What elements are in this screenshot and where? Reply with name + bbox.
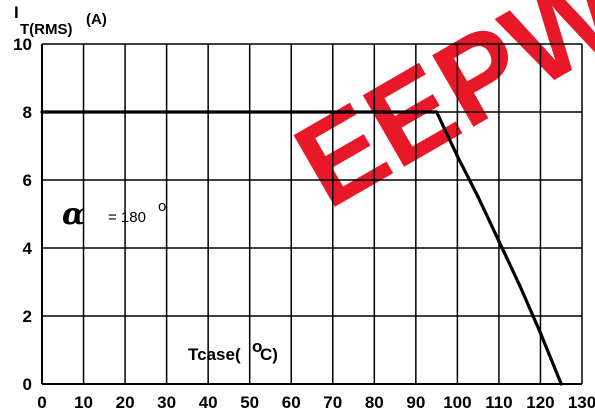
series-point bbox=[559, 382, 563, 386]
alpha-degree: o bbox=[158, 198, 166, 215]
x-tick-label: 90 bbox=[406, 393, 425, 412]
x-tick-label: 0 bbox=[37, 393, 46, 412]
watermark: EEPW bbox=[274, 0, 595, 233]
series-point bbox=[455, 154, 459, 158]
x-tick-label: 110 bbox=[485, 393, 512, 412]
series-point bbox=[40, 110, 44, 114]
series-point bbox=[497, 239, 501, 243]
series-point bbox=[476, 195, 480, 199]
series-group bbox=[40, 110, 563, 386]
x-axis-title-degree: o bbox=[252, 337, 262, 356]
alpha-value: = 180 bbox=[108, 209, 146, 226]
x-tick-label: 120 bbox=[526, 393, 554, 412]
y-tick-label: 6 bbox=[23, 171, 32, 190]
y-axis-title-sub: T(RMS) bbox=[20, 21, 73, 38]
y-axis-title-unit: (A) bbox=[86, 11, 107, 28]
alpha-symbol: α bbox=[62, 197, 85, 232]
x-tick-label: 20 bbox=[116, 393, 135, 412]
series-point bbox=[538, 331, 543, 335]
x-tick-label: 40 bbox=[199, 393, 218, 412]
y-tick-label: 4 bbox=[23, 239, 33, 258]
y-axis-title: I T(RMS) (A) bbox=[14, 3, 107, 38]
x-axis-title-main: Tcase( bbox=[188, 345, 241, 364]
x-tick-label: 70 bbox=[323, 393, 342, 412]
x-tick-label: 60 bbox=[282, 393, 301, 412]
x-tick-label: 10 bbox=[74, 393, 93, 412]
y-tick-label: 8 bbox=[23, 103, 32, 122]
y-tick-label: 0 bbox=[23, 375, 32, 394]
y-tick-label: 10 bbox=[13, 35, 32, 54]
watermark-text: EEPW bbox=[274, 0, 595, 233]
alpha-annotation: α = 180 o bbox=[62, 197, 166, 232]
x-tick-label: 130 bbox=[568, 393, 595, 412]
y-axis-title-main: I bbox=[14, 3, 19, 22]
series-line bbox=[42, 110, 563, 385]
y-tick-labels: 0 2 4 6 8 10 bbox=[13, 35, 32, 394]
x-axis-title-tail: C) bbox=[260, 345, 278, 364]
x-tick-label: 100 bbox=[443, 393, 471, 412]
series-point bbox=[435, 110, 439, 114]
x-tick-labels: 0 10 20 30 40 50 60 70 80 90 100 110 120 130 bbox=[37, 393, 595, 412]
x-tick-label: 50 bbox=[240, 393, 259, 412]
series-point bbox=[518, 283, 522, 287]
y-tick-label: 2 bbox=[23, 307, 32, 326]
x-tick-label: 30 bbox=[157, 393, 176, 412]
x-axis-title: Tcase( o C) bbox=[188, 337, 278, 364]
x-tick-label: 80 bbox=[365, 393, 384, 412]
